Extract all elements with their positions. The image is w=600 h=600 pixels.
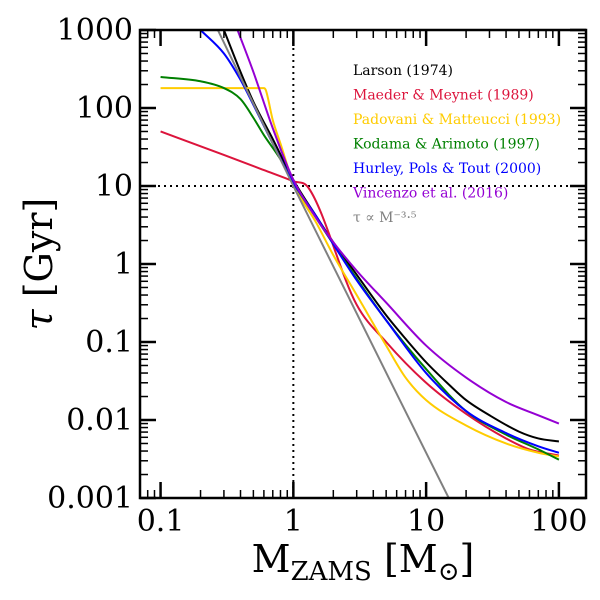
y-tick-label: 10 (95, 169, 133, 204)
x-axis-title-unit-symbol: ⊙ (438, 557, 460, 587)
axis-ticks: 0.1 1 10 100 0.001 0.01 0.1 1 10 100 1000 (47, 13, 587, 539)
y-tick-label: 1 (114, 247, 133, 282)
x-axis-title-sub: ZAMS (291, 557, 372, 587)
series-line-1 (160, 130, 560, 457)
x-axis-title-main: M (252, 537, 291, 581)
y-tick-label: 100 (76, 91, 133, 126)
legend-entry-5: Vincenzo et al. (2016) (352, 186, 508, 202)
series-line-3 (160, 75, 560, 461)
y-axis-title-symbol: τ (17, 308, 61, 330)
series-layer (160, 30, 560, 498)
y-tick-label: 0.001 (47, 481, 133, 516)
legend-entry-1: Maeder & Meynet (1989) (353, 88, 534, 104)
series-line-0 (222, 30, 560, 443)
y-axis-title: τ [Gyr] (17, 198, 61, 331)
y-axis-title-unit: [Gyr] (17, 198, 61, 310)
series-line-2 (160, 87, 560, 458)
y-tick-label: 1000 (57, 13, 133, 48)
x-axis-title: MZAMS [M⊙] (252, 537, 475, 587)
series-line-5 (236, 30, 560, 425)
x-tick-label: 10 (407, 504, 445, 539)
y-tick-label: 0.1 (85, 325, 133, 360)
legend-entry-4: Hurley, Pols & Tout (2000) (353, 161, 541, 177)
legend-entry-3: Kodama & Arimoto (1997) (353, 137, 540, 153)
y-tick-label: 0.01 (66, 403, 133, 438)
x-axis-title-unit-open: [M (372, 537, 438, 581)
legend-entry-2: Padovani & Matteucci (1993) (353, 112, 561, 128)
legend: Larson (1974) Maeder & Meynet (1989) Padov… (352, 63, 561, 226)
legend-entry-6: τ ∝ M⁻³·⁵ (353, 210, 417, 226)
x-tick-label: 100 (530, 504, 587, 539)
reference-lines (140, 30, 586, 498)
x-tick-label: 0.1 (137, 504, 185, 539)
legend-entry-0: Larson (1974) (353, 63, 453, 79)
x-tick-label: 1 (284, 504, 303, 539)
x-axis-title-unit-close: ] (460, 537, 475, 581)
series-line-6 (216, 30, 450, 498)
